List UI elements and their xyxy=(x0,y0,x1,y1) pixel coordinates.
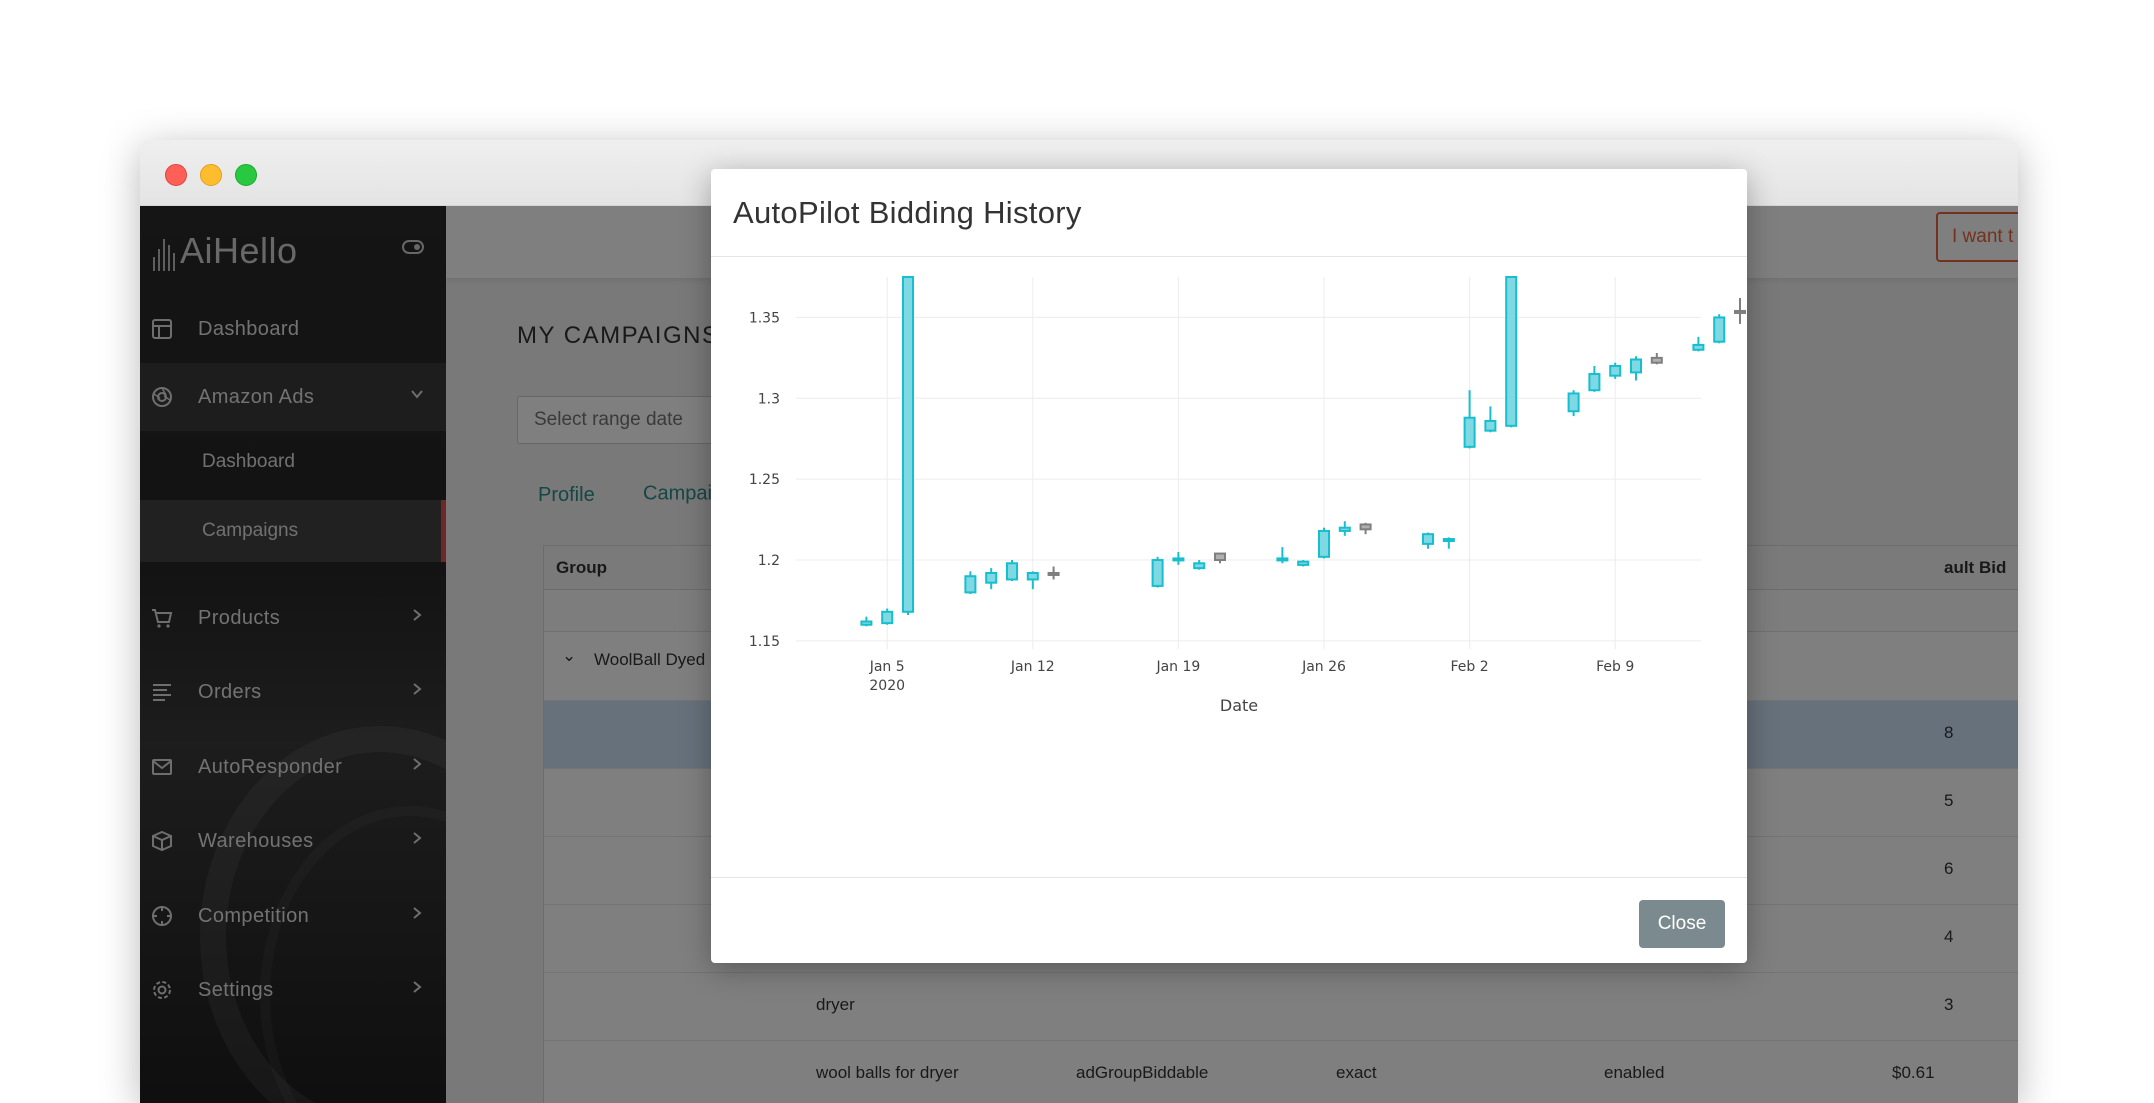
x-tick-label: Jan 19 xyxy=(1155,659,1200,675)
modal-footer: Close xyxy=(711,877,1747,963)
x-tick-label: Jan 26 xyxy=(1301,659,1346,675)
candle-body xyxy=(1713,316,1726,343)
candlestick-chart: 1.15 1.2 1.25 1.3 1.35 Jan 5 2020 Jan 12 Jan 19 J… xyxy=(749,276,1746,715)
candle-body xyxy=(902,276,914,613)
candle-body xyxy=(1047,571,1060,576)
candle-body xyxy=(1650,356,1663,364)
candle-body xyxy=(1588,373,1601,392)
candle-body xyxy=(1318,529,1330,558)
candle-body xyxy=(1026,571,1039,581)
x-tick-label: Jan 12 xyxy=(1010,659,1055,675)
y-tick-label: 1.35 xyxy=(749,310,780,326)
x-tick-sublabel: 2020 xyxy=(869,678,905,694)
candle-body xyxy=(1442,538,1455,543)
candle-body xyxy=(1214,552,1226,562)
candle-body xyxy=(1338,526,1351,532)
y-tick-label: 1.3 xyxy=(758,391,780,407)
candle-body xyxy=(860,620,873,626)
candle-body xyxy=(964,575,977,594)
window-minimize-dot[interactable] xyxy=(200,164,222,186)
candle-body xyxy=(881,610,894,625)
bidding-history-modal: AutoPilot Bidding History 1.15 1.2 1.25 1.3… xyxy=(711,169,1747,963)
candle-body xyxy=(1422,533,1434,545)
x-tick-label: Jan 5 xyxy=(869,659,905,675)
candle-body xyxy=(1484,419,1497,432)
candle-body xyxy=(1567,392,1580,413)
candle-body xyxy=(1193,562,1206,570)
modal-title: AutoPilot Bidding History xyxy=(733,195,1082,230)
candle-body xyxy=(1172,557,1185,562)
y-tick-label: 1.15 xyxy=(749,634,780,650)
candle-body xyxy=(1609,364,1622,377)
candle-body xyxy=(1359,523,1372,531)
candle-body xyxy=(1463,416,1476,448)
candle-body xyxy=(1692,343,1705,351)
candle-body xyxy=(1006,562,1018,581)
window-maximize-dot[interactable] xyxy=(235,164,257,186)
candle-body xyxy=(1151,559,1164,587)
candle-body xyxy=(1297,560,1310,566)
x-tick-label: Feb 2 xyxy=(1451,659,1489,675)
candle-body xyxy=(1276,557,1289,562)
y-tick-label: 1.2 xyxy=(758,553,780,569)
candle-body xyxy=(1505,276,1518,427)
candle-body xyxy=(1734,309,1746,314)
x-tick-label: Feb 9 xyxy=(1596,659,1634,675)
candle-body xyxy=(985,571,998,584)
x-axis-title: Date xyxy=(1220,696,1258,715)
modal-header: AutoPilot Bidding History xyxy=(711,169,1747,257)
y-tick-label: 1.25 xyxy=(749,472,780,488)
window-close-dot[interactable] xyxy=(165,164,187,186)
chart-container: 1.15 1.2 1.25 1.3 1.35 Jan 5 2020 Jan 12 Jan 19 J… xyxy=(711,257,1747,877)
candle-body xyxy=(1630,358,1642,374)
close-button[interactable]: Close xyxy=(1639,900,1725,948)
